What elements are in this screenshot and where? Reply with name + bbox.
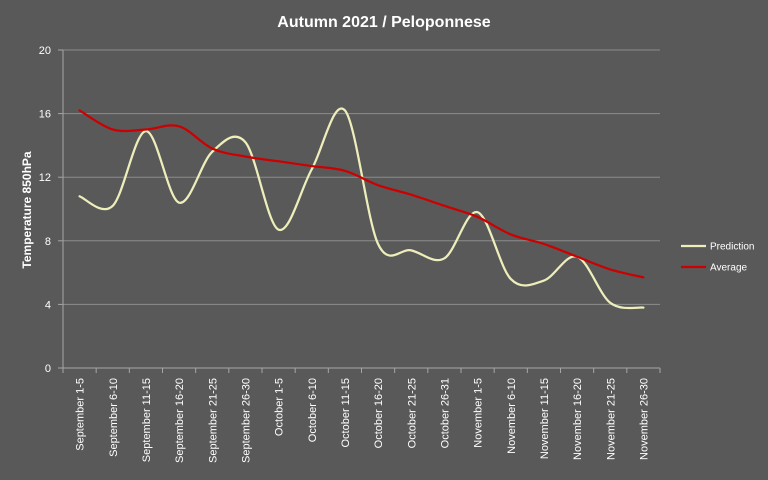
y-tick-label: 16 (39, 109, 51, 121)
x-tick-label: November 6-10 (506, 378, 518, 454)
x-tick-label: October 26-31 (439, 378, 451, 448)
x-tick-label: November 26-30 (638, 378, 650, 460)
series-line-average (78, 109, 645, 279)
x-tick-label: September 26-30 (240, 378, 252, 463)
series-line-prediction (78, 107, 645, 310)
y-tick-label: 0 (45, 363, 51, 375)
y-tick-label: 12 (39, 172, 51, 184)
x-tick-label: November 11-15 (539, 378, 551, 459)
x-tick-label: October 21-25 (406, 378, 418, 448)
x-tick-label: November 21-25 (605, 378, 617, 460)
x-tick-label: September 1-5 (75, 378, 87, 451)
x-tick-label: October 6-10 (307, 378, 319, 442)
x-tick-label: November 1-5 (473, 378, 485, 448)
x-tick-label: November 16-20 (572, 378, 584, 460)
y-axis-ticks: 0 4 8 12 16 20 (39, 45, 51, 375)
series-lines (78, 107, 645, 310)
y-tick-label: 20 (39, 45, 51, 57)
y-tick-label: 4 (45, 299, 51, 311)
legend: Prediction Average (681, 242, 754, 274)
x-tick-label: September 16-20 (174, 378, 186, 463)
legend-label-prediction: Prediction (710, 242, 754, 253)
x-tick-label: September 6-10 (108, 378, 120, 457)
y-tick-label: 8 (45, 236, 51, 248)
legend-label-average: Average (710, 263, 748, 274)
x-tick-label: September 11-15 (141, 378, 153, 462)
x-tick-label: September 21-25 (207, 378, 219, 463)
x-tick-label: October 11-15 (340, 378, 352, 448)
chart-title: Autumn 2021 / Peloponnese (277, 14, 490, 31)
y-axis-label: Temperature 850hPa (20, 151, 34, 268)
x-tick-label: October 16-20 (373, 378, 385, 448)
x-axis-ticks: September 1-5 September 6-10 September 11-… (75, 378, 651, 463)
x-tick-label: October 1-5 (274, 378, 286, 436)
axes (58, 49, 661, 373)
